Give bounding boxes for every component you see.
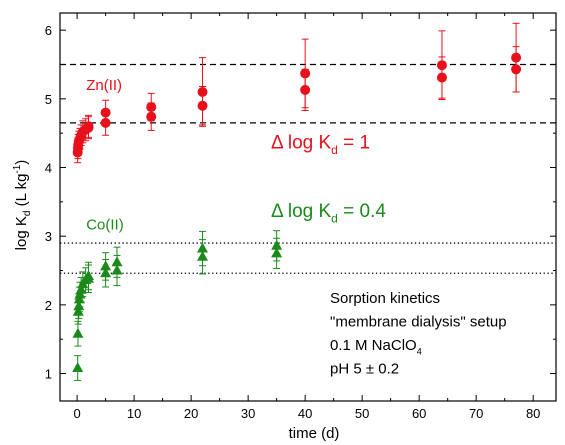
info-line: Sorption kinetics — [330, 290, 440, 307]
info-line: "membrane dialysis" setup — [330, 314, 507, 331]
x-axis-label: time (d) — [289, 425, 340, 442]
y-tick-label: 3 — [45, 229, 52, 244]
y-tick-label: 5 — [45, 92, 52, 107]
data-point — [100, 260, 112, 271]
data-point — [436, 60, 447, 71]
plot-frame — [59, 12, 557, 402]
data-point — [511, 52, 522, 63]
x-tick-label: 0 — [73, 406, 80, 421]
y-tick-label: 1 — [45, 367, 52, 382]
data-point — [73, 300, 85, 311]
info-line: pH 5 ± 0.2 — [330, 361, 399, 378]
x-tick-label: 40 — [298, 406, 312, 421]
y-tick-label: 6 — [45, 23, 52, 38]
data-point — [100, 107, 111, 118]
data-point — [72, 305, 84, 316]
series-co — [72, 230, 283, 381]
zn-label-annotation: Zn(II) — [86, 77, 122, 94]
x-tick-label: 10 — [127, 406, 141, 421]
x-tick-label: 50 — [355, 406, 369, 421]
co-label-annotation: Co(II) — [86, 216, 124, 233]
data-point — [83, 121, 94, 132]
x-tick-label: 20 — [184, 406, 198, 421]
co-delta-annotation: Δ log Kd = 0.4 — [271, 201, 386, 226]
data-point — [72, 362, 84, 373]
data-point — [197, 86, 208, 97]
data-point — [72, 327, 84, 338]
x-tick-label: 70 — [469, 406, 483, 421]
data-point — [83, 270, 95, 281]
y-axis-label: log Kd (L kg-1) — [12, 160, 33, 251]
y-tick-label: 2 — [45, 298, 52, 313]
info-line: 0.1 M NaClO4 — [330, 337, 422, 357]
x-tick-label: 80 — [526, 406, 540, 421]
info-box: Sorption kinetics "membrane dialysis" set… — [330, 290, 507, 378]
data-point — [271, 239, 283, 250]
series-zn — [72, 22, 522, 164]
x-tick-label: 60 — [412, 406, 426, 421]
data-point — [197, 242, 209, 253]
zn-delta-annotation: Δ log Kd = 1 — [271, 132, 370, 157]
x-tick-label: 30 — [241, 406, 255, 421]
data-point — [111, 256, 123, 267]
y-tick-label: 4 — [45, 161, 52, 176]
data-point — [75, 283, 87, 294]
data-point — [300, 68, 311, 79]
data-point — [146, 102, 157, 113]
